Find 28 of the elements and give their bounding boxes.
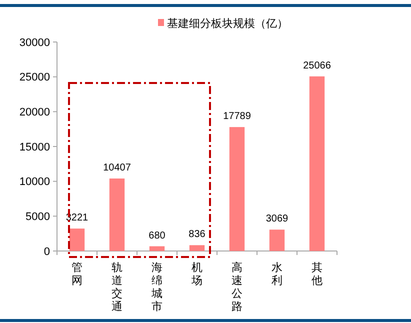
x-tick-label: 水利 — [272, 261, 282, 287]
data-label: 17789 — [223, 111, 252, 122]
bar — [109, 178, 125, 251]
bar — [149, 246, 165, 251]
y-tick-label: 25000 — [19, 72, 50, 84]
x-tick-label: 轨道交通 — [112, 262, 122, 313]
y-tick-label: 15000 — [19, 141, 50, 154]
y-tick-label: 30000 — [19, 36, 50, 49]
x-tick-label: 管网 — [72, 262, 82, 287]
data-label: 10407 — [103, 162, 132, 174]
legend-label: 基建细分板块规模（亿） — [167, 17, 288, 30]
data-label: 25066 — [303, 60, 332, 72]
bar — [229, 127, 245, 251]
x-tick-label: 其他 — [312, 261, 322, 287]
y-tick-label: 5000 — [26, 211, 50, 224]
y-tick-label: 0 — [44, 246, 50, 258]
bar — [69, 228, 85, 251]
bar — [189, 245, 205, 251]
bar — [269, 230, 285, 251]
y-tick-label: 10000 — [19, 176, 50, 188]
x-tick-label: 高速公路 — [232, 261, 242, 313]
y-tick-label: 20000 — [19, 106, 50, 119]
bar — [309, 76, 325, 251]
data-label: 680 — [148, 230, 166, 242]
data-label: 3069 — [266, 214, 289, 225]
x-tick-label: 机场 — [190, 262, 202, 287]
data-label: 836 — [188, 229, 206, 240]
x-tick-label: 海绵城市 — [150, 262, 162, 313]
